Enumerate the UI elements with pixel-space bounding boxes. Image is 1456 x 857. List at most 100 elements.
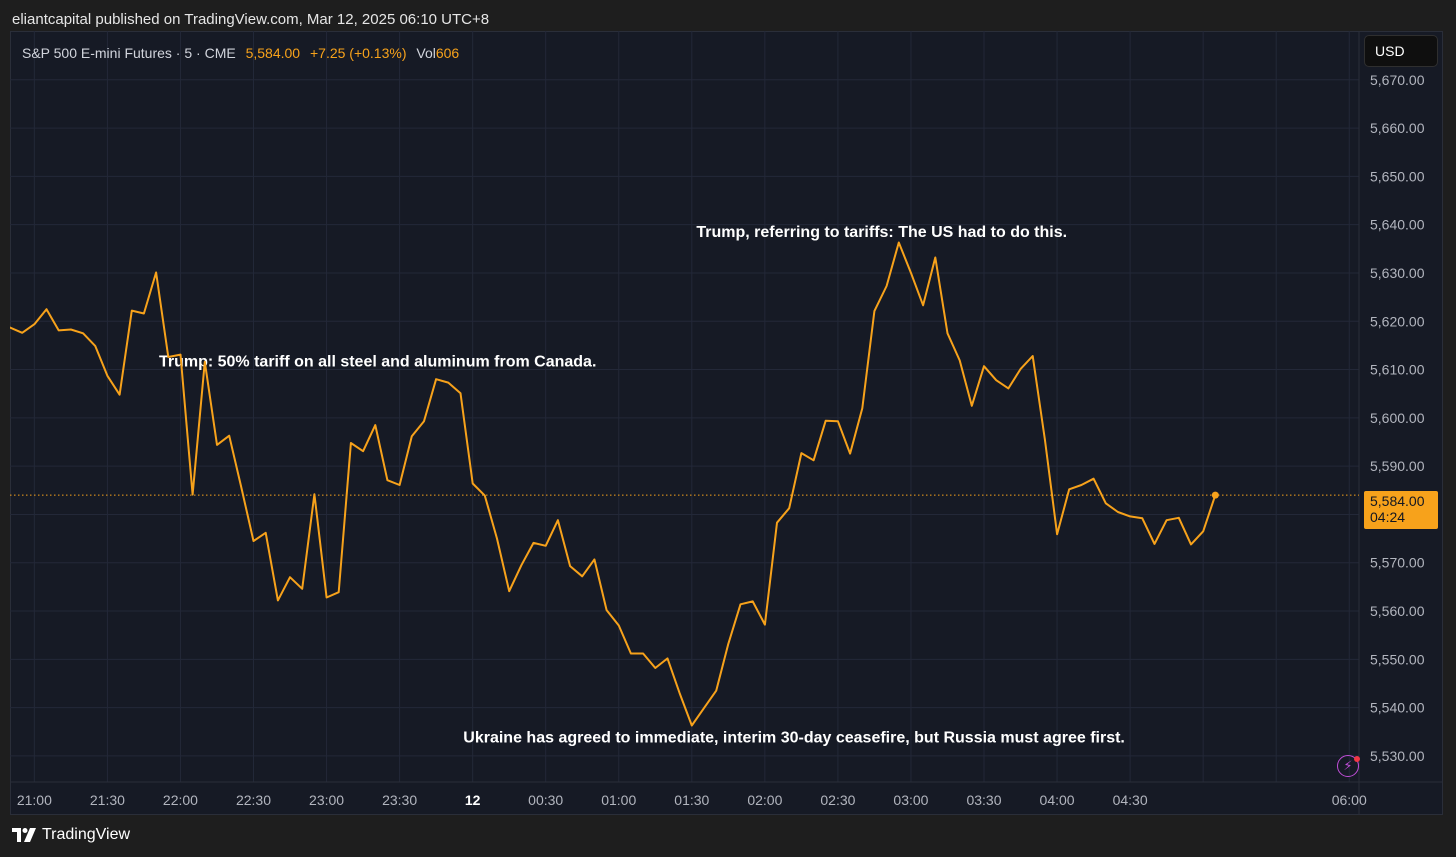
data-point — [557, 519, 559, 521]
data-point — [447, 382, 449, 384]
data-point — [593, 558, 595, 560]
data-point — [569, 565, 571, 567]
data-point — [520, 564, 522, 566]
data-point — [70, 328, 72, 330]
data-point — [959, 359, 961, 361]
chart-frame — [10, 31, 1443, 815]
data-point — [776, 522, 778, 524]
x-tick-label: 01:00 — [601, 792, 636, 808]
y-tick-label: 5,570.00 — [1370, 555, 1425, 571]
x-tick-label: 04:00 — [1040, 792, 1075, 808]
data-point — [898, 242, 900, 244]
data-point — [1178, 517, 1180, 519]
annotation-text: Trump: 50% tariff on all steel and alumi… — [159, 354, 596, 371]
data-point — [1202, 530, 1204, 532]
x-tick-label: 02:30 — [820, 792, 855, 808]
data-point — [1166, 519, 1168, 521]
data-point — [459, 392, 461, 394]
data-point — [472, 483, 474, 485]
data-point — [1032, 355, 1034, 357]
y-tick-label: 5,610.00 — [1370, 362, 1425, 378]
price-series-line — [10, 241, 1217, 727]
data-point — [362, 450, 364, 452]
y-tick-label: 5,670.00 — [1370, 72, 1425, 88]
x-tick-label: 03:30 — [966, 792, 1001, 808]
currency-button[interactable]: USD — [1364, 35, 1438, 67]
x-tick-label: 23:30 — [382, 792, 417, 808]
y-tick-label: 5,560.00 — [1370, 603, 1425, 619]
data-point — [21, 332, 23, 334]
data-point — [33, 323, 35, 325]
volume-value: 606 — [435, 45, 460, 61]
data-point — [496, 538, 498, 540]
data-point — [654, 667, 656, 669]
data-point — [886, 285, 888, 287]
data-point — [995, 379, 997, 381]
data-point — [545, 545, 547, 547]
data-point — [192, 494, 194, 496]
data-point — [533, 542, 535, 544]
grid — [10, 31, 1359, 782]
data-point — [265, 532, 267, 534]
data-point — [1056, 533, 1058, 535]
data-point — [82, 332, 84, 334]
data-point — [1141, 517, 1143, 519]
data-point — [277, 599, 279, 601]
x-tick-label: 02:00 — [747, 792, 782, 808]
data-point — [630, 653, 632, 655]
data-point — [106, 375, 108, 377]
legend[interactable]: S&P 500 E-mini Futures · 5 · CME 5,584.0… — [22, 45, 459, 61]
data-point — [350, 442, 352, 444]
data-point — [58, 329, 60, 331]
data-point — [386, 479, 388, 481]
y-tick-label: 5,540.00 — [1370, 700, 1425, 716]
data-point — [216, 444, 218, 446]
y-tick-label: 5,530.00 — [1370, 748, 1425, 764]
y-tick-label: 5,590.00 — [1370, 458, 1425, 474]
data-point — [740, 603, 742, 605]
data-point — [800, 452, 802, 454]
data-point — [691, 724, 693, 726]
data-point — [581, 575, 583, 577]
data-point — [703, 707, 705, 709]
lightning-icon[interactable]: ⚡ — [1337, 755, 1359, 777]
data-point — [484, 495, 486, 497]
y-tick-label: 5,660.00 — [1370, 120, 1425, 136]
data-point — [508, 590, 510, 592]
data-point — [155, 271, 157, 273]
price-change: +7.25 (+0.13%) — [309, 45, 407, 61]
data-point — [1153, 543, 1155, 545]
tradingview-brand[interactable]: TradingView — [12, 826, 130, 844]
data-point — [179, 354, 181, 356]
x-tick-label: 21:00 — [17, 792, 52, 808]
data-point — [910, 272, 912, 274]
data-point — [922, 304, 924, 306]
tradingview-logo-icon — [12, 828, 36, 842]
data-point — [289, 576, 291, 578]
data-point — [788, 507, 790, 509]
data-point — [971, 405, 973, 407]
data-point — [727, 643, 729, 645]
data-point — [253, 540, 255, 542]
data-point — [326, 597, 328, 599]
x-tick-label: 01:30 — [674, 792, 709, 808]
data-point — [873, 310, 875, 312]
y-tick-label: 5,550.00 — [1370, 651, 1425, 667]
chart[interactable]: 5,530.00 5,540.00 5,550.00 5,560.00 5,570.00… — [10, 31, 1443, 815]
data-point — [374, 424, 376, 426]
publisher-info: eliantcapital published on TradingView.c… — [12, 11, 490, 28]
data-point — [813, 459, 815, 461]
last-price: 5,584.00 — [245, 45, 301, 61]
annotations: Trump: 50% tariff on all steel and alumi… — [159, 224, 1125, 746]
x-tick-label: 22:00 — [163, 792, 198, 808]
x-tick-label: 04:30 — [1113, 792, 1148, 808]
data-point — [946, 332, 948, 334]
data-point — [1020, 368, 1022, 370]
data-point — [1093, 478, 1095, 480]
x-tick-label: 03:00 — [893, 792, 928, 808]
symbol-label: S&P 500 E-mini Futures · 5 · CME — [22, 45, 236, 61]
data-point — [313, 493, 315, 495]
data-point — [143, 313, 145, 315]
data-point — [167, 356, 169, 358]
data-point — [764, 624, 766, 626]
